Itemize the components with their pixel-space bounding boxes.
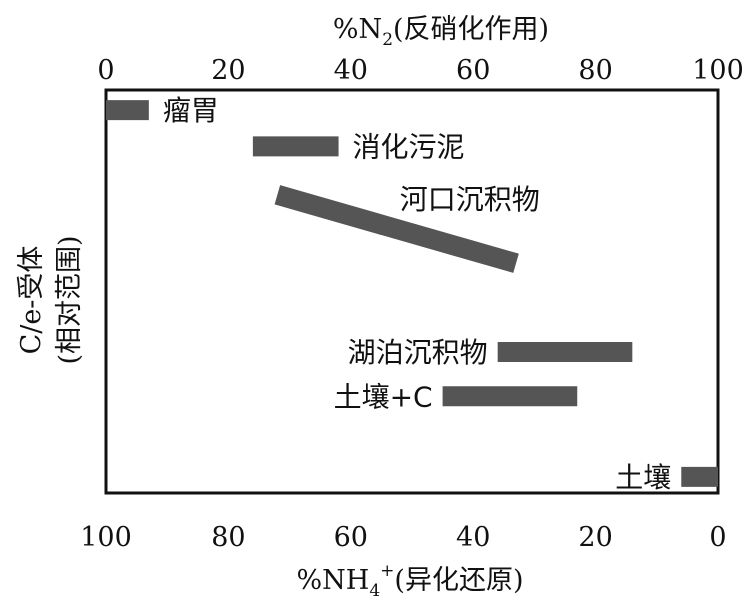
top-axis-title: %N2(反硝化作用) bbox=[333, 14, 549, 50]
bar-土壤 bbox=[681, 466, 718, 487]
y-axis-title-line2: (相对范围) bbox=[54, 235, 85, 364]
bottom-tick-labels: 100 80 60 40 20 0 bbox=[80, 522, 726, 553]
top-tick-label: 40 bbox=[334, 55, 368, 86]
bottom-tick-label: 80 bbox=[211, 522, 245, 553]
bottom-tick-label: 40 bbox=[456, 522, 490, 553]
top-tick-label: 80 bbox=[578, 55, 612, 86]
top-tick-label: 0 bbox=[97, 55, 114, 86]
bar-label: 瘤胃 bbox=[163, 94, 219, 127]
bar-label: 湖泊沉积物 bbox=[348, 336, 488, 369]
y-axis-title-line1: C/e-受体 bbox=[16, 246, 47, 355]
top-tick-label: 20 bbox=[211, 55, 245, 86]
bar-消化污泥 bbox=[252, 136, 339, 157]
bar-label: 消化污泥 bbox=[353, 130, 465, 163]
top-tick-labels: 0 20 40 60 80 100 bbox=[97, 55, 743, 86]
bottom-tick-label: 100 bbox=[80, 522, 132, 553]
bar-土壤+C bbox=[442, 386, 578, 407]
bar-瘤胃 bbox=[106, 100, 149, 121]
bar-湖泊沉积物 bbox=[497, 341, 633, 362]
bar-label: 土壤 bbox=[615, 461, 671, 494]
plot-frame bbox=[104, 88, 720, 495]
top-tick-label: 60 bbox=[456, 55, 490, 86]
bottom-axis-title: %NH4+(异化还原) bbox=[297, 561, 524, 599]
bar-label: 河口沉积物 bbox=[400, 183, 540, 216]
bottom-tick-label: 0 bbox=[709, 522, 726, 553]
bottom-tick-label: 20 bbox=[578, 522, 612, 553]
bottom-tick-label: 60 bbox=[334, 522, 368, 553]
bar-河口沉积物 bbox=[274, 185, 519, 273]
top-tick-label: 100 bbox=[692, 55, 744, 86]
bar-label: 土壤+C bbox=[334, 380, 433, 413]
